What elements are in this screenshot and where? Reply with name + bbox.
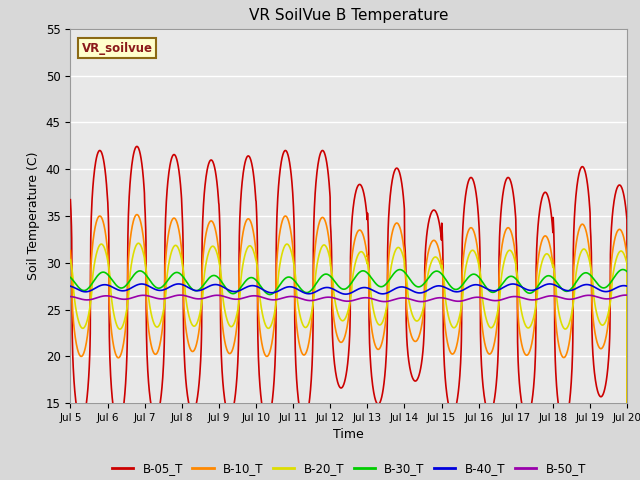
Y-axis label: Soil Temperature (C): Soil Temperature (C)	[28, 152, 40, 280]
Title: VR SoilVue B Temperature: VR SoilVue B Temperature	[249, 9, 449, 24]
Text: VR_soilvue: VR_soilvue	[81, 42, 152, 55]
X-axis label: Time: Time	[333, 429, 364, 442]
Legend: B-05_T, B-10_T, B-20_T, B-30_T, B-40_T, B-50_T: B-05_T, B-10_T, B-20_T, B-30_T, B-40_T, …	[107, 458, 591, 480]
